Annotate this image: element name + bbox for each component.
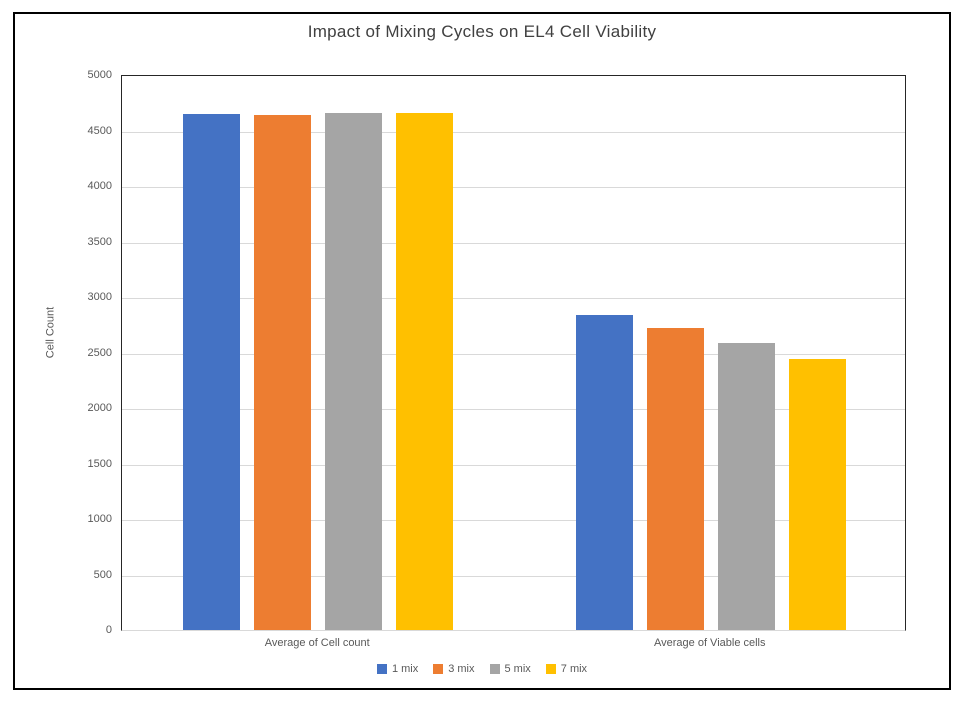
y-tick-label-4500: 4500	[87, 124, 112, 137]
y-tick-label-3000: 3000	[87, 291, 112, 303]
bar-3-mix-average-of-cell-count	[254, 114, 312, 630]
y-tick-label-2000: 2000	[87, 402, 112, 414]
gridline-4500	[122, 131, 905, 133]
bar-1-mix-average-of-cell-count	[183, 113, 241, 630]
bar-5-mix-average-of-cell-count	[325, 112, 383, 630]
legend-item-1-mix: 1 mix	[376, 663, 419, 675]
y-tick-label-1000: 1000	[87, 513, 112, 525]
bar-7-mix-average-of-cell-count	[396, 112, 454, 630]
legend-swatch-5-mix	[489, 664, 500, 674]
legend-swatch-3-mix	[433, 664, 444, 674]
chart-title: Impact of Mixing Cycles on EL4 Cell Viab…	[307, 22, 657, 41]
gridline-1500	[122, 464, 905, 466]
legend-label-5-mix: 5 mix	[504, 663, 531, 675]
chart-frame: Impact of Mixing Cycles on EL4 Cell Viab…	[13, 12, 951, 690]
bar-5-mix-average-of-viable-cells	[717, 342, 775, 630]
legend-label-3-mix: 3 mix	[448, 663, 475, 675]
gridline-2000	[122, 409, 905, 410]
legend-label-7-mix: 7 mix	[560, 663, 588, 675]
category-label-average-of-viable-cells: Average of Viable cells	[654, 637, 766, 649]
legend-swatch-1-mix	[376, 664, 387, 674]
legend-item-7-mix: 7 mix	[545, 663, 588, 675]
y-tick-label-3500: 3500	[87, 235, 112, 248]
bar-1-mix-average-of-viable-cells	[575, 314, 633, 630]
y-tick-label-2500: 2500	[87, 346, 112, 359]
gridline-2500	[122, 353, 905, 355]
bar-7-mix-average-of-viable-cells	[788, 358, 846, 630]
legend-item-3-mix: 3 mix	[433, 663, 475, 675]
bar-3-mix-average-of-viable-cells	[646, 328, 704, 630]
gridline-3500	[122, 242, 905, 244]
y-tick-label-500: 500	[93, 568, 112, 581]
gridline-500	[122, 575, 905, 577]
gridline-3000	[122, 298, 905, 299]
legend-label-1-mix: 1 mix	[391, 663, 419, 675]
y-tick-label-5000: 5000	[87, 69, 112, 81]
legend-item-5-mix: 5 mix	[489, 663, 531, 675]
legend-swatch-7-mix	[545, 664, 556, 674]
y-tick-label-4000: 4000	[87, 180, 112, 192]
legend: 1 mix 3 mix 5 mix 7 mix	[15, 663, 949, 675]
category-label-average-of-cell-count: Average of Cell count	[264, 637, 370, 649]
plot-area	[121, 75, 906, 631]
y-axis-title: Cell Count	[44, 306, 57, 359]
y-tick-label-0: 0	[105, 624, 112, 636]
gridline-1000	[122, 520, 905, 521]
gridline-4000	[122, 187, 905, 188]
y-tick-label-1500: 1500	[87, 457, 112, 470]
